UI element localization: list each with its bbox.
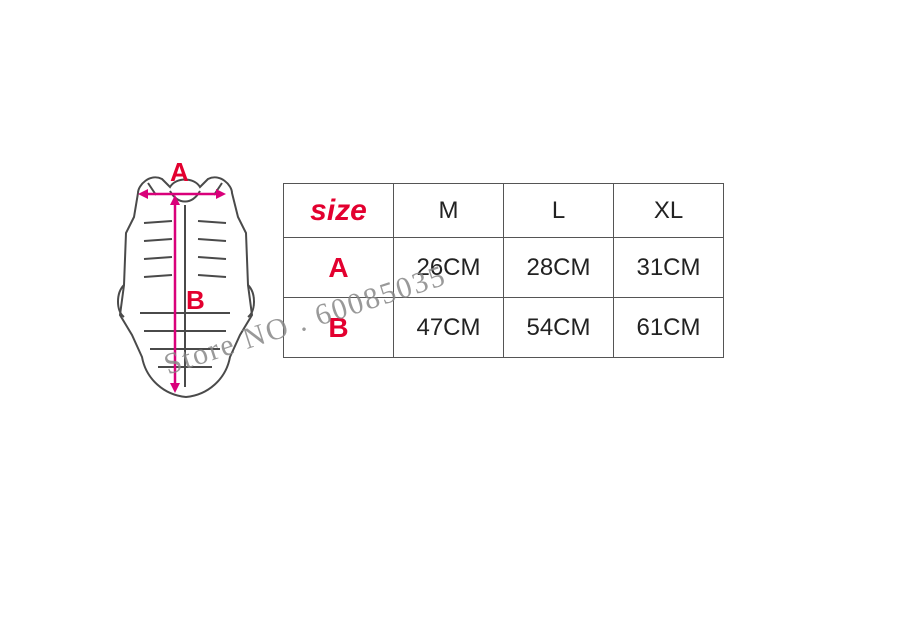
cell-a-l: 28CM bbox=[504, 238, 614, 298]
col-header-l: L bbox=[504, 184, 614, 238]
size-header-cell: size bbox=[284, 184, 394, 238]
cell-b-l: 54CM bbox=[504, 298, 614, 358]
size-table: size M L XL A 26CM 28CM 31CM B 47CM 54CM… bbox=[283, 183, 724, 358]
vest-diagram: A B bbox=[98, 165, 273, 405]
cell-a-xl: 31CM bbox=[614, 238, 724, 298]
cell-b-xl: 61CM bbox=[614, 298, 724, 358]
cell-b-m: 47CM bbox=[394, 298, 504, 358]
table-header-row: size M L XL bbox=[284, 184, 724, 238]
sizing-chart-panel: A B size M L XL A 26CM 28CM 31CM B 47CM bbox=[98, 165, 828, 415]
diagram-label-a: A bbox=[170, 157, 189, 188]
width-arrow-icon bbox=[138, 187, 226, 201]
diagram-label-b: B bbox=[186, 285, 205, 316]
cell-a-m: 26CM bbox=[394, 238, 504, 298]
row-label-b: B bbox=[284, 298, 394, 358]
col-header-m: M bbox=[394, 184, 504, 238]
height-arrow-icon bbox=[168, 195, 182, 393]
table-row: A 26CM 28CM 31CM bbox=[284, 238, 724, 298]
col-header-xl: XL bbox=[614, 184, 724, 238]
table-row: B 47CM 54CM 61CM bbox=[284, 298, 724, 358]
row-label-a: A bbox=[284, 238, 394, 298]
